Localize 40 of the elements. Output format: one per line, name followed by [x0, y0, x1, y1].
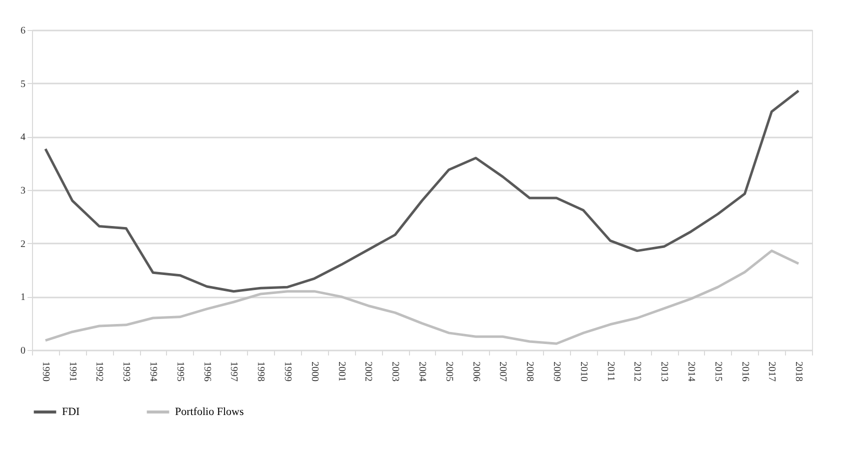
x-tick-label: 2013	[658, 362, 670, 382]
x-tick-label: 2012	[632, 362, 643, 382]
x-tick-label: 2002	[362, 362, 374, 382]
x-tick-label: 2014	[685, 362, 696, 382]
x-tick-label: 2015	[712, 362, 724, 382]
x-tick-label: 1993	[120, 362, 132, 382]
x-tick-label: 1992	[94, 362, 105, 382]
x-tick-label: 1990	[40, 362, 51, 382]
y-tick-label: 4	[20, 132, 26, 144]
line-series	[44, 90, 800, 293]
x-tick-label: 1994	[148, 362, 159, 382]
x-tick-label: 1995	[174, 362, 186, 382]
line-series	[44, 250, 800, 345]
y-tick-label: 5	[20, 78, 26, 90]
y-tick-label: 6	[20, 26, 26, 36]
x-tick-label: 2010	[578, 362, 589, 382]
x-tick-label: 1991	[66, 362, 78, 382]
x-tick-label: 2005	[443, 362, 454, 382]
x-tick-label: 2007	[497, 362, 508, 382]
x-tick-label: 1999	[282, 362, 294, 382]
x-tick-label: 2006	[470, 362, 482, 382]
x-tick-label: 2017	[766, 362, 778, 382]
x-tick-label: 2011	[604, 362, 616, 382]
x-tick-label: 1998	[255, 362, 266, 382]
x-tick-label: 2004	[416, 362, 428, 382]
y-tick-label: 3	[20, 186, 26, 196]
y-tick-label: 0	[20, 346, 26, 356]
x-tick-label: 2001	[336, 362, 347, 382]
x-tick-label: 2003	[390, 362, 401, 382]
x-tick-label: 1996	[201, 362, 212, 382]
x-tick-label: 2008	[524, 362, 536, 382]
y-tick-label: 1	[20, 292, 26, 304]
x-tick-label: 2018	[793, 362, 804, 382]
x-tick-label: 2000	[308, 362, 320, 382]
legend-label: Portfolio Flows	[175, 406, 244, 418]
y-tick-label: 2	[20, 238, 26, 250]
x-tick-label: 2016	[739, 362, 750, 382]
x-tick-label: 2009	[550, 362, 562, 382]
legend-label: FDI	[62, 406, 80, 418]
x-tick-label: 1997	[228, 362, 240, 382]
